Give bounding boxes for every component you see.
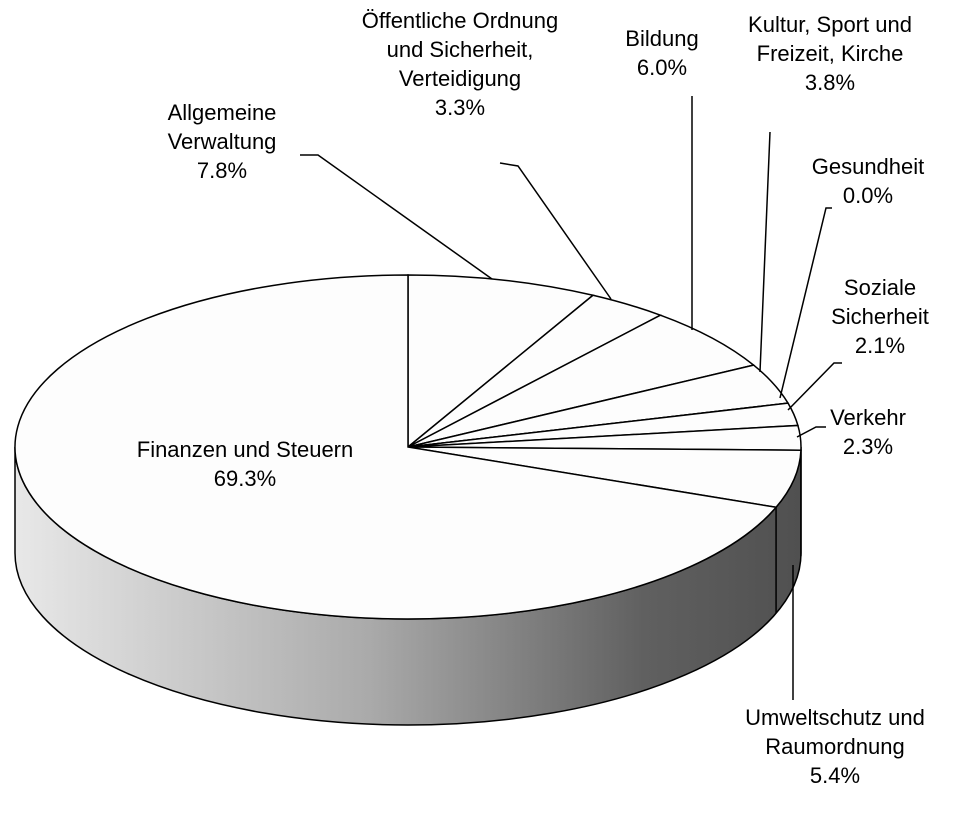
leader-line (787, 362, 842, 411)
leader-line (300, 154, 493, 280)
category-name: Öffentliche Ordnung und Sicherheit, Vert… (361, 8, 559, 91)
value-label: 7.8% (196, 158, 248, 183)
category-name: Bildung (625, 26, 699, 51)
leader-line (499, 162, 612, 300)
slice-label: Finanzen und Steuern 69.3% (130, 435, 360, 493)
leader-line (779, 207, 832, 399)
category-name: Gesundheit (811, 154, 925, 179)
value-label: 5.4% (809, 763, 861, 788)
pie-slice (14, 274, 778, 620)
pie-slice (407, 446, 802, 509)
value-label: 3.3% (434, 95, 486, 120)
category-name: Umweltschutz und Raumordnung (745, 705, 925, 759)
slice-label: Gesundheit 0.0% (783, 152, 953, 210)
category-name: Kultur, Sport und Freizeit, Kirche (748, 12, 912, 66)
value-label: 69.3% (213, 466, 277, 491)
category-name: Allgemeine Verwaltung (167, 100, 277, 154)
slice-label: Öffentliche Ordnung und Sicherheit, Vert… (355, 6, 565, 122)
value-label: 2.1% (854, 333, 906, 358)
category-name: Finanzen und Steuern (136, 437, 354, 462)
value-label: 0.0% (842, 183, 894, 208)
value-label: 3.8% (804, 70, 856, 95)
slice-label: Verkehr 2.3% (813, 403, 923, 461)
slice-label: Soziale Sicherheit 2.1% (815, 273, 945, 360)
category-name: Verkehr (830, 405, 906, 430)
leader-line (759, 131, 771, 373)
slice-label: Allgemeine Verwaltung 7.8% (127, 98, 317, 185)
slice-label: Kultur, Sport und Freizeit, Kirche 3.8% (745, 10, 915, 97)
slice-label: Umweltschutz und Raumordnung 5.4% (740, 703, 930, 790)
slice-label: Bildung 6.0% (602, 24, 722, 82)
value-label: 2.3% (842, 434, 894, 459)
leader-line (796, 426, 826, 438)
pie-slice (407, 274, 595, 449)
category-name: Soziale Sicherheit (831, 275, 929, 329)
pie-slice (407, 314, 756, 448)
value-label: 6.0% (636, 55, 688, 80)
